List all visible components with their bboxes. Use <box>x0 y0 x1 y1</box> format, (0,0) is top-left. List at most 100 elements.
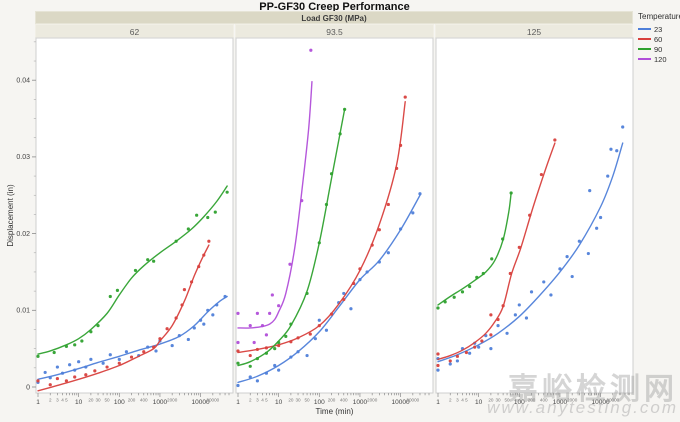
data-point-90 <box>36 354 40 358</box>
x-tick-label: 10 <box>475 399 483 406</box>
data-point-60 <box>403 95 407 99</box>
data-point-60 <box>436 363 440 368</box>
data-point-90 <box>80 339 84 343</box>
data-point-90 <box>284 334 288 338</box>
data-point-60 <box>248 353 252 358</box>
data-point-23 <box>505 331 509 335</box>
data-point-60 <box>142 350 146 354</box>
x-minor-tick-label: 3 <box>456 398 459 403</box>
x-minor-tick-label: 20000 <box>206 398 219 403</box>
data-point-120 <box>300 199 304 203</box>
data-point-23 <box>73 368 77 372</box>
data-point-23 <box>386 251 390 255</box>
data-point-60 <box>236 349 240 353</box>
legend-label: 23 <box>654 24 663 34</box>
data-point-23 <box>570 274 574 279</box>
data-point-23 <box>206 308 210 312</box>
data-point-60 <box>55 376 59 381</box>
data-point-90 <box>64 344 69 348</box>
data-point-23 <box>215 303 219 307</box>
data-point-23 <box>448 362 452 366</box>
data-point-23 <box>177 334 181 338</box>
data-point-23 <box>349 307 353 311</box>
data-point-60 <box>182 287 187 292</box>
x-minor-tick-label: 400 <box>540 398 548 403</box>
data-point-120 <box>288 262 292 266</box>
data-point-90 <box>89 330 93 334</box>
y-tick-label: 0 <box>26 384 30 391</box>
data-point-90 <box>329 172 334 176</box>
data-point-90 <box>146 258 150 262</box>
data-point-90 <box>174 239 178 243</box>
legend-item-60[interactable]: 60 <box>638 34 680 44</box>
x-minor-tick-label: 2000 <box>567 398 578 403</box>
data-point-90 <box>115 288 120 292</box>
data-point-23 <box>324 328 329 332</box>
data-point-23 <box>192 326 196 330</box>
data-point-23 <box>455 359 459 363</box>
legend-swatch-60 <box>638 38 651 40</box>
fit-line-120 <box>237 81 313 329</box>
data-point-23 <box>377 260 381 264</box>
x-minor-tick-label: 200 <box>328 398 336 403</box>
x-tick-label: 10000 <box>592 399 610 406</box>
data-point-90 <box>481 271 485 276</box>
x-minor-tick-label: 50 <box>104 398 110 403</box>
data-point-90 <box>236 361 240 365</box>
data-point-23 <box>489 347 493 351</box>
data-point-90 <box>324 202 329 207</box>
fit-line-23 <box>237 194 421 384</box>
data-point-60 <box>165 327 169 331</box>
data-point-23 <box>317 318 321 322</box>
x-minor-tick-label: 400 <box>340 398 348 403</box>
data-point-120 <box>270 293 274 297</box>
y-tick-label: 0.01 <box>16 308 30 315</box>
data-point-60 <box>329 312 334 316</box>
data-point-60 <box>152 345 156 349</box>
data-point-23 <box>117 357 121 361</box>
data-point-90 <box>152 259 156 263</box>
data-point-90 <box>452 295 456 299</box>
legend-item-90[interactable]: 90 <box>638 44 680 54</box>
x-minor-tick-label: 2000 <box>167 398 178 403</box>
x-minor-tick-label: 5 <box>465 398 468 403</box>
data-point-23 <box>296 350 300 354</box>
legend-item-23[interactable]: 23 <box>638 24 680 34</box>
data-point-60 <box>180 303 184 307</box>
data-point-120 <box>252 340 256 345</box>
data-point-60 <box>539 172 544 177</box>
watermark-cjk: 嘉峪检测网 <box>508 373 678 406</box>
data-point-23 <box>273 363 277 368</box>
legend-item-120[interactable]: 120 <box>638 54 680 64</box>
x-minor-tick-label: 20 <box>88 398 94 403</box>
data-point-90 <box>436 306 440 310</box>
data-point-23 <box>398 227 403 231</box>
data-point-60 <box>207 239 211 243</box>
data-point-60 <box>117 361 121 365</box>
x-tick-label: 1 <box>236 399 240 406</box>
data-point-120 <box>236 311 240 315</box>
data-point-60 <box>398 143 403 147</box>
legend-label: 90 <box>654 44 663 54</box>
x-tick-label: 100 <box>314 399 325 406</box>
data-point-23 <box>77 360 81 364</box>
data-point-23 <box>202 322 206 326</box>
y-tick-label: 0.02 <box>16 231 30 238</box>
data-point-120 <box>236 340 240 345</box>
panel-data-62 <box>36 185 229 392</box>
data-point-60 <box>436 352 440 356</box>
data-point-60 <box>377 228 381 232</box>
x-minor-tick-label: 4 <box>461 398 464 403</box>
data-point-90 <box>195 213 199 217</box>
data-point-23 <box>211 313 215 317</box>
data-point-90 <box>225 190 229 194</box>
data-point-60 <box>489 333 493 337</box>
x-minor-tick-label: 30 <box>95 398 101 403</box>
x-minor-tick-label: 3 <box>56 398 59 403</box>
data-point-90 <box>206 215 210 220</box>
x-minor-tick-label: 2 <box>249 398 252 403</box>
data-point-90 <box>213 210 217 214</box>
data-point-60 <box>296 336 300 340</box>
